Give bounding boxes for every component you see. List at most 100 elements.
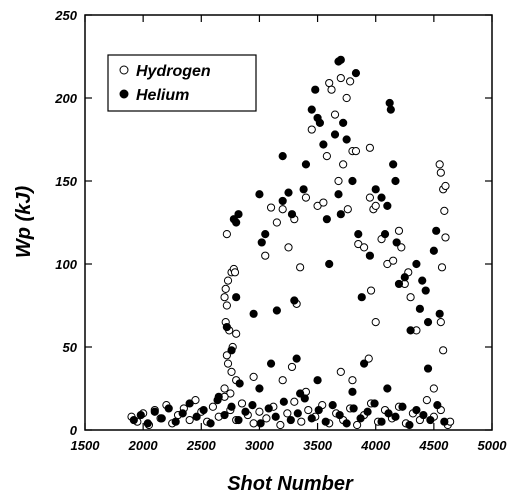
data-point [437,263,447,272]
data-point [415,304,425,313]
legend-label: Hydrogen [136,63,211,80]
data-point [292,354,301,363]
data-point [300,394,309,403]
data-point [371,201,380,210]
data-point [328,401,337,410]
data-point [278,205,287,214]
x-tick-label: 4000 [360,438,391,453]
data-point [227,402,236,411]
data-point [301,193,311,202]
data-point [339,118,348,128]
data-point [351,147,361,156]
data-point [286,415,295,425]
data-point [380,230,390,239]
data-point [221,284,230,293]
data-point [278,376,287,385]
data-point [363,407,372,416]
data-point [234,415,243,425]
data-point [406,293,415,302]
data-point [223,359,233,368]
data-point [334,176,343,186]
data-point [365,251,374,260]
data-point [421,286,430,295]
data-point [261,251,270,260]
y-tick-label: 0 [70,423,78,438]
legend-label: Helium [136,87,189,104]
data-point [392,238,401,247]
data-point [313,376,322,385]
data-point [330,130,340,139]
data-point [342,419,351,428]
data-point [322,152,331,161]
data-point [229,215,238,224]
data-point [276,420,285,430]
data-point [366,286,376,295]
data-point [365,193,374,202]
data-point [359,243,369,252]
data-point [384,409,393,418]
data-point [321,417,330,426]
data-point [222,351,231,360]
data-point [208,402,218,411]
data-point [249,419,258,428]
data-point [206,419,215,428]
data-point [436,318,445,327]
legend-box [107,54,257,112]
data-point [342,135,351,144]
y-tick-label: 150 [55,174,77,189]
data-point [429,384,438,393]
data-point [412,405,421,415]
data-point [439,346,448,355]
data-point [325,78,334,88]
data-point [429,246,438,255]
data-point [293,409,302,418]
data-point [249,372,258,381]
data-point [266,359,276,368]
data-point [232,293,241,302]
data-point [296,263,305,272]
data-point [319,198,328,207]
data-point [299,185,308,194]
data-point [383,384,392,393]
data-point [440,206,449,215]
data-point [129,415,138,425]
data-point [235,379,244,388]
data-point [423,318,433,327]
legend-marker [119,65,129,75]
data-point [346,77,355,86]
data-point [136,410,145,420]
data-point [278,152,287,161]
data-point [426,415,435,425]
data-point [287,210,297,219]
y-axis-label: Wp (kJ) [13,186,35,259]
y-tick-label: 250 [54,8,77,23]
data-point [432,226,441,235]
data-point [178,409,187,418]
data-point [279,397,288,406]
data-point [192,412,201,421]
data-point [353,420,362,430]
data-point [307,414,316,423]
y-tick-label: 100 [55,257,77,272]
x-tick-label: 1500 [71,438,101,453]
data-point [377,193,386,202]
data-point [386,105,395,114]
data-point [307,125,316,134]
data-point [284,188,293,197]
data-point [356,414,365,423]
data-point [150,407,159,416]
data-point [230,268,240,277]
data-point [222,301,231,310]
data-point [348,176,357,186]
data-point [185,399,194,408]
data-point [336,55,345,64]
data-point [389,256,398,265]
data-point [164,404,173,413]
data-point [311,85,320,94]
data-point [422,396,431,405]
data-point [391,176,400,186]
data-point [334,190,343,199]
data-point [143,419,152,428]
data-point [249,309,258,318]
